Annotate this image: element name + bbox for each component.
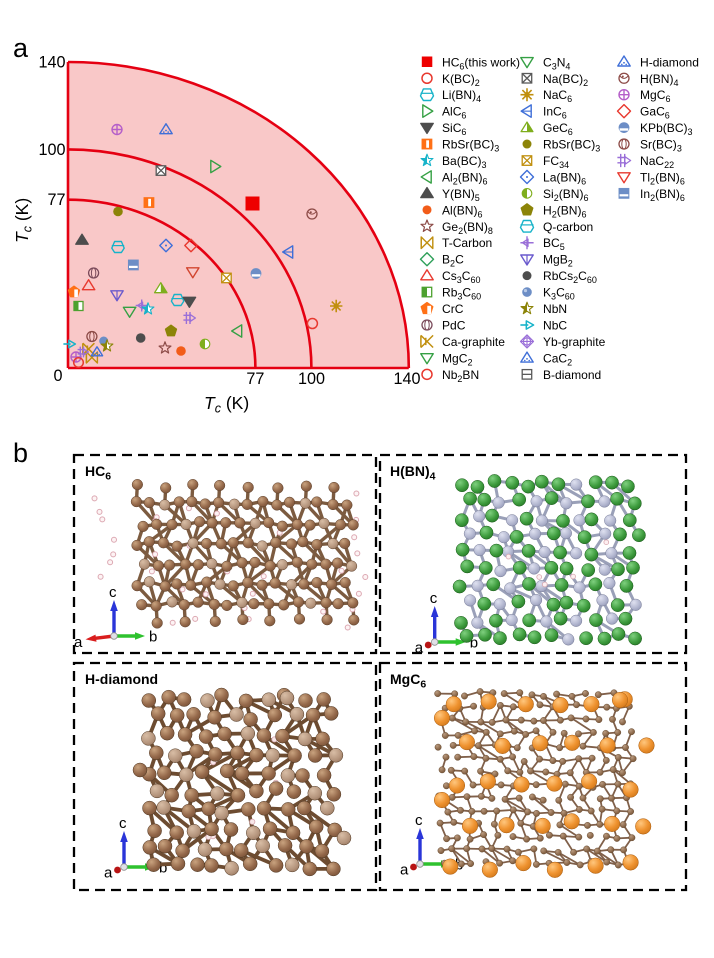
svg-text:RbSr(BC)3: RbSr(BC)3 xyxy=(442,138,499,154)
svg-text:Ca-graphite: Ca-graphite xyxy=(442,335,505,349)
svg-text:H(BN)4: H(BN)4 xyxy=(640,72,678,88)
svg-text:a: a xyxy=(400,862,409,879)
svg-text:NbC: NbC xyxy=(543,319,567,333)
svg-text:0: 0 xyxy=(53,367,62,385)
svg-text:Q-carbon: Q-carbon xyxy=(543,220,593,234)
svg-text:b: b xyxy=(149,629,157,646)
svg-text:Al(BN)6: Al(BN)6 xyxy=(442,203,483,219)
svg-text:Yb-graphite: Yb-graphite xyxy=(543,335,606,349)
svg-text:a: a xyxy=(415,640,424,657)
svg-text:100: 100 xyxy=(38,141,65,159)
svg-text:T-Carbon: T-Carbon xyxy=(442,236,492,250)
svg-text:a: a xyxy=(13,33,29,63)
svg-text:77: 77 xyxy=(246,370,264,388)
svg-text:H-diamond: H-diamond xyxy=(640,55,699,69)
svg-text:140: 140 xyxy=(393,370,420,388)
svg-text:c: c xyxy=(119,815,127,832)
svg-text:77: 77 xyxy=(47,191,65,209)
svg-text:Si2(BN)6: Si2(BN)6 xyxy=(543,187,589,203)
svg-text:140: 140 xyxy=(38,54,65,72)
svg-text:La(BN)6: La(BN)6 xyxy=(543,170,586,186)
svg-text:HC6(this work): HC6(this work) xyxy=(442,55,520,71)
svg-text:Y(BN)5: Y(BN)5 xyxy=(442,187,480,203)
svg-text:c: c xyxy=(430,590,438,607)
svg-text:Na(BC)2: Na(BC)2 xyxy=(543,72,588,88)
svg-text:Ba(BC)3: Ba(BC)3 xyxy=(442,154,487,170)
svg-text:RbSr(BC)3: RbSr(BC)3 xyxy=(543,138,600,154)
svg-text:Ge2(BN)8: Ge2(BN)8 xyxy=(442,220,493,236)
svg-text:K(BC)2: K(BC)2 xyxy=(442,72,480,88)
svg-text:Li(BN)4: Li(BN)4 xyxy=(442,88,481,104)
svg-text:H2(BN)6: H2(BN)6 xyxy=(543,203,587,219)
svg-text:In2(BN)6: In2(BN)6 xyxy=(640,187,685,203)
svg-text:a: a xyxy=(74,634,83,651)
svg-text:Tc (K): Tc (K) xyxy=(12,198,35,243)
svg-text:100: 100 xyxy=(298,370,325,388)
svg-text:c: c xyxy=(109,584,117,601)
svg-text:NbN: NbN xyxy=(543,302,567,316)
svg-text:Tc (K): Tc (K) xyxy=(204,393,249,416)
svg-text:a: a xyxy=(104,865,113,882)
svg-text:Sr(BC)3: Sr(BC)3 xyxy=(640,138,682,154)
svg-text:B-diamond: B-diamond xyxy=(543,368,601,382)
svg-text:KPb(BC)3: KPb(BC)3 xyxy=(640,121,693,137)
svg-text:Al2(BN)6: Al2(BN)6 xyxy=(442,170,488,186)
svg-text:PdC: PdC xyxy=(442,319,466,333)
svg-text:H-diamond: H-diamond xyxy=(85,671,158,687)
svg-text:c: c xyxy=(415,812,423,829)
svg-text:CrC: CrC xyxy=(442,302,464,316)
svg-text:Tl2(BN)6: Tl2(BN)6 xyxy=(640,170,685,186)
svg-text:b: b xyxy=(13,438,28,468)
